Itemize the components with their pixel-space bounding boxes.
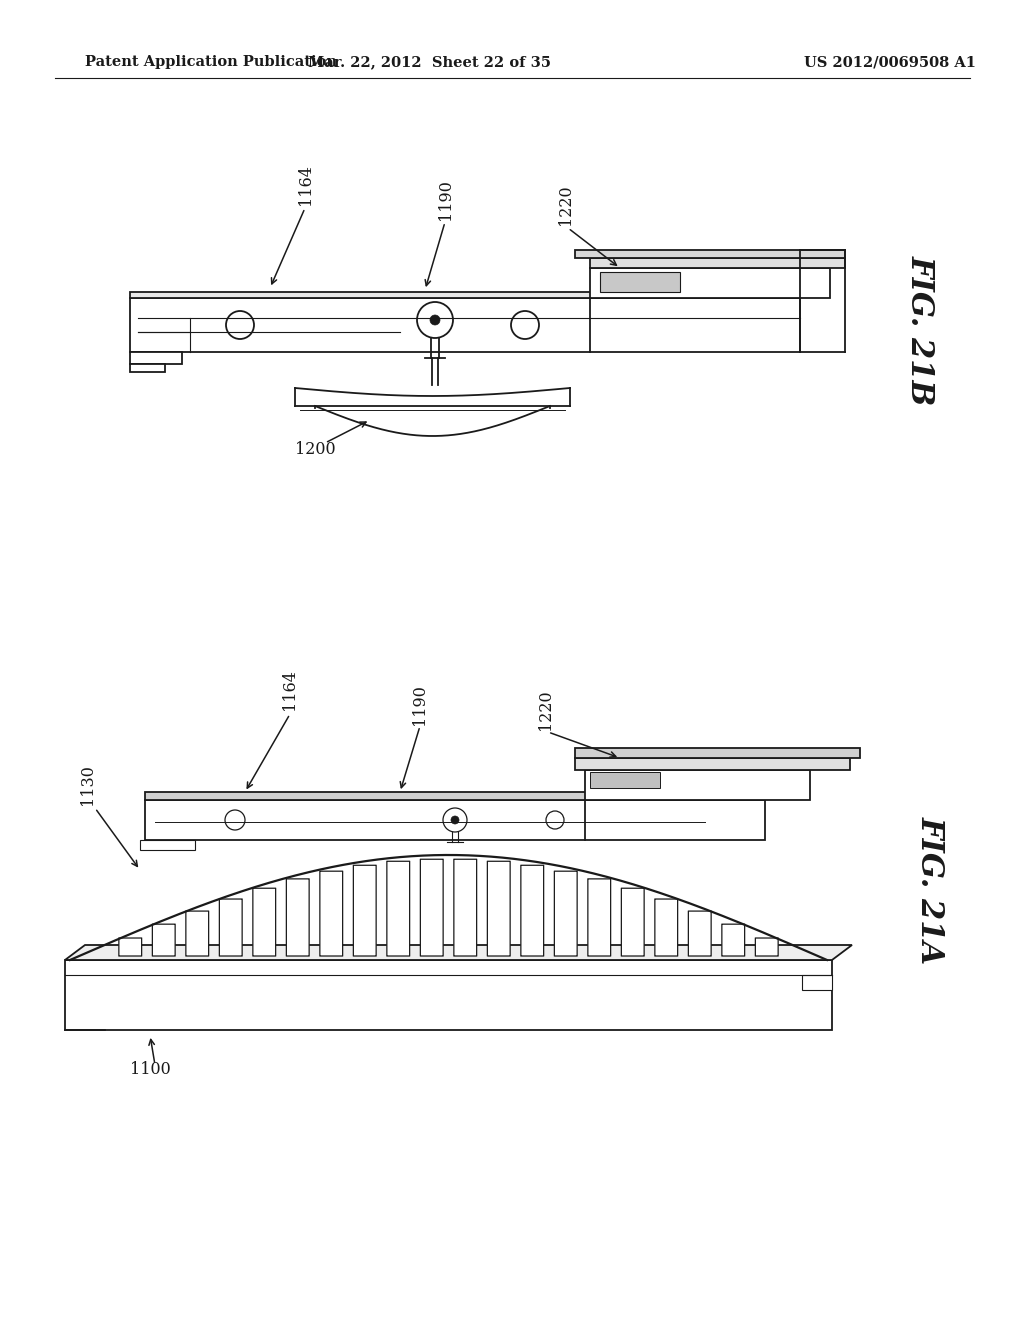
Bar (130, 364, 165, 372)
Text: FIG. 21A: FIG. 21A (914, 816, 945, 964)
Text: 1164: 1164 (282, 669, 299, 710)
FancyBboxPatch shape (119, 939, 141, 956)
Bar (65, 960, 831, 1030)
Bar (590, 257, 845, 268)
Bar (802, 975, 831, 990)
FancyBboxPatch shape (219, 899, 242, 956)
Bar (145, 800, 765, 840)
Bar (130, 352, 182, 364)
Bar (590, 268, 830, 298)
Bar (585, 770, 810, 800)
Bar (575, 249, 845, 257)
FancyBboxPatch shape (319, 871, 343, 956)
FancyBboxPatch shape (722, 924, 744, 956)
Text: 1130: 1130 (80, 764, 96, 805)
Text: 1220: 1220 (537, 689, 554, 730)
Text: 1220: 1220 (556, 185, 573, 226)
FancyBboxPatch shape (622, 888, 644, 956)
FancyBboxPatch shape (454, 859, 476, 956)
Text: Mar. 22, 2012  Sheet 22 of 35: Mar. 22, 2012 Sheet 22 of 35 (308, 55, 552, 69)
Text: US 2012/0069508 A1: US 2012/0069508 A1 (804, 55, 976, 69)
FancyBboxPatch shape (688, 911, 711, 956)
FancyBboxPatch shape (353, 866, 376, 956)
FancyBboxPatch shape (287, 879, 309, 956)
FancyBboxPatch shape (554, 871, 578, 956)
Polygon shape (65, 945, 852, 960)
Bar (575, 748, 860, 758)
Text: Patent Application Publication: Patent Application Publication (85, 55, 337, 69)
Bar (575, 758, 850, 770)
FancyBboxPatch shape (487, 861, 510, 956)
Text: FIG. 21B: FIG. 21B (904, 255, 936, 405)
Text: 1200: 1200 (295, 441, 335, 458)
FancyBboxPatch shape (153, 924, 175, 956)
FancyBboxPatch shape (588, 879, 610, 956)
Text: 1100: 1100 (130, 1061, 171, 1078)
Bar (140, 840, 195, 850)
Text: 1190: 1190 (412, 685, 428, 726)
FancyBboxPatch shape (756, 939, 778, 956)
Bar (145, 792, 765, 800)
Bar (600, 272, 680, 292)
Bar (130, 292, 800, 298)
FancyBboxPatch shape (421, 859, 443, 956)
FancyBboxPatch shape (186, 911, 209, 956)
FancyBboxPatch shape (655, 899, 678, 956)
FancyBboxPatch shape (521, 866, 544, 956)
Bar (130, 298, 800, 352)
Bar (590, 772, 660, 788)
Circle shape (430, 315, 440, 325)
Text: 1164: 1164 (297, 165, 313, 206)
Text: 1190: 1190 (436, 180, 454, 220)
FancyBboxPatch shape (253, 888, 275, 956)
Circle shape (451, 816, 459, 824)
FancyBboxPatch shape (387, 861, 410, 956)
